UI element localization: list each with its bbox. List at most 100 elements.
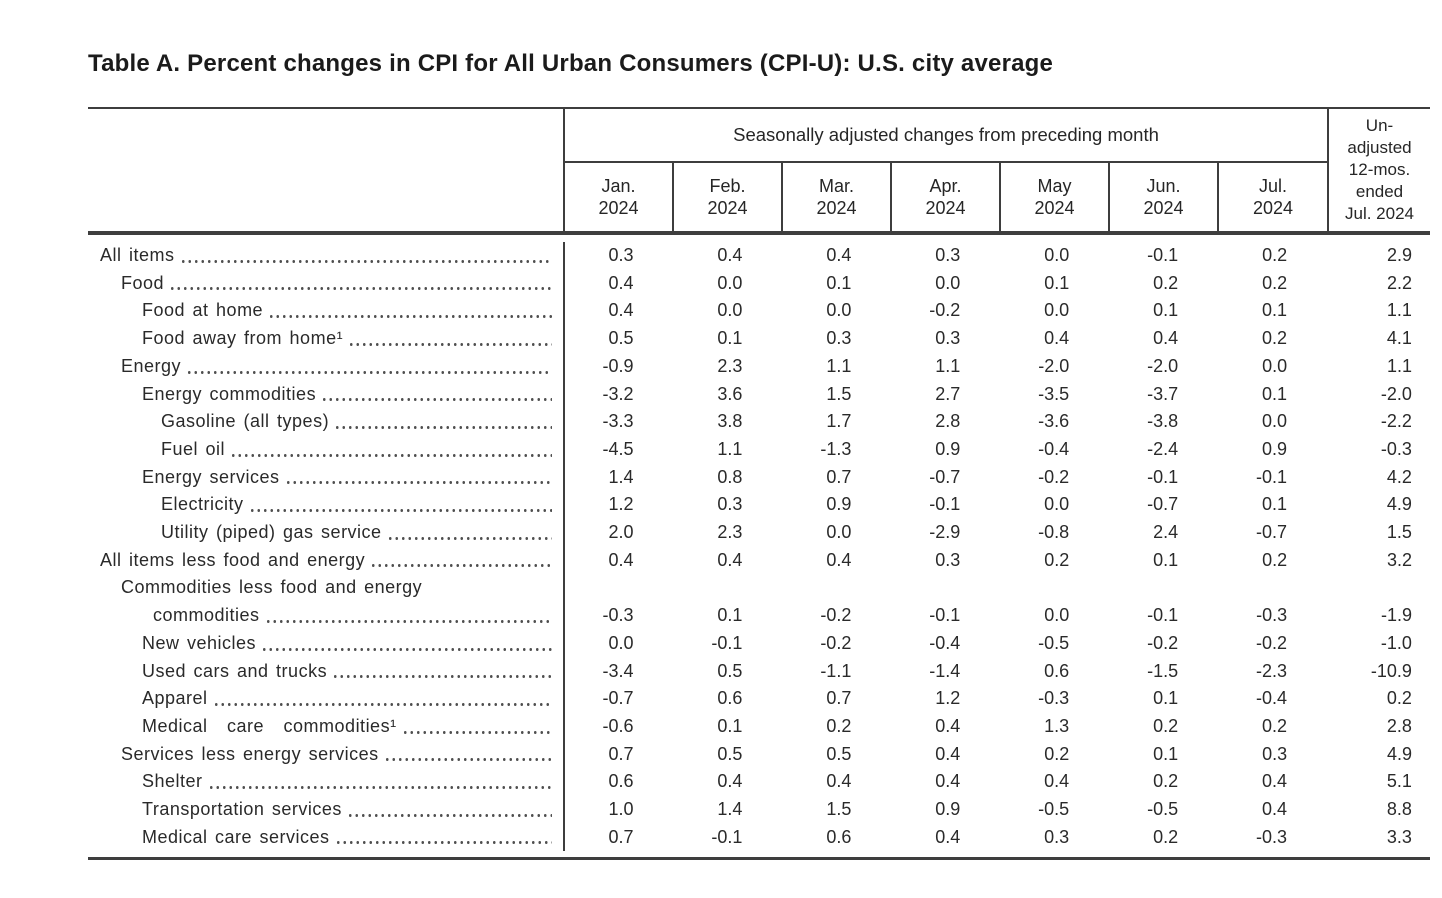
value-cell: 0.4 bbox=[1153, 328, 1179, 349]
seasonally-adjusted-group: Seasonally adjusted changes from precedi… bbox=[565, 109, 1327, 231]
value-cell: 0.2 bbox=[1262, 328, 1288, 349]
value-cell: 0.4 bbox=[1262, 799, 1288, 820]
value-cell: -0.6 bbox=[602, 715, 634, 736]
value-cell: 1.1 bbox=[717, 438, 743, 459]
value-cell: -0.7 bbox=[929, 466, 961, 487]
value-cell: 0.3 bbox=[935, 328, 961, 349]
value-cell: 2.0 bbox=[608, 522, 634, 543]
value-cell: -0.1 bbox=[1256, 466, 1288, 487]
value-cell: -0.5 bbox=[1147, 799, 1179, 820]
row-label: Used cars and trucks bbox=[142, 660, 328, 681]
row-label-cell: All items bbox=[88, 242, 565, 270]
value-cell: 0.5 bbox=[826, 743, 852, 764]
value-cell-12mo: 0.2 bbox=[1386, 688, 1412, 709]
row-label-cell: Electricity bbox=[88, 491, 565, 520]
value-cell: 1.2 bbox=[608, 494, 634, 515]
value-cell: 0.0 bbox=[1262, 355, 1288, 376]
value-cell: 2.3 bbox=[717, 355, 743, 376]
value-cell: -3.2 bbox=[602, 383, 634, 404]
value-cell: -0.2 bbox=[1038, 466, 1070, 487]
value-cell: -0.7 bbox=[602, 688, 634, 709]
dot-leader bbox=[248, 509, 552, 513]
value-cell: -0.2 bbox=[820, 632, 852, 653]
value-cell: -0.3 bbox=[1256, 826, 1288, 847]
value-cell: 0.4 bbox=[826, 771, 852, 792]
value-cell: 1.0 bbox=[608, 799, 634, 820]
value-cell: -0.5 bbox=[1038, 799, 1070, 820]
value-cell: 0.0 bbox=[608, 632, 634, 653]
value-cell-12mo: 4.2 bbox=[1386, 466, 1412, 487]
value-cell-12mo: 2.2 bbox=[1387, 272, 1413, 293]
value-cell: 0.4 bbox=[608, 300, 634, 321]
value-cell: -0.5 bbox=[1038, 632, 1070, 653]
value-cell: 0.7 bbox=[608, 826, 634, 847]
table-row: Energy services 1.4 0.8 0.7 -0.7 -0.2 -0.1 -0.1… bbox=[88, 463, 1430, 492]
dot-leader bbox=[383, 758, 552, 762]
table-row: Used cars and trucks -3.4 0.5 -1.1 -1.4 0.6 -1… bbox=[88, 657, 1430, 686]
value-cell: 0.2 bbox=[1044, 549, 1070, 570]
dot-leader bbox=[268, 315, 552, 319]
value-cell: 0.1 bbox=[1262, 383, 1288, 404]
dot-leader bbox=[169, 287, 552, 291]
value-cell: 1.4 bbox=[717, 799, 743, 820]
value-cell: 0.1 bbox=[717, 328, 743, 349]
row-label: All items less food and energy bbox=[100, 549, 366, 570]
dot-leader bbox=[186, 370, 552, 374]
value-cell: -0.1 bbox=[1147, 605, 1179, 626]
table-row: Fuel oil -4.5 1.1 -1.3 0.9 -0.4 -2.4 0.9 -0.3 bbox=[88, 435, 1430, 464]
value-cell: -2.0 bbox=[1038, 355, 1070, 376]
table-row: Medical care commodities¹ -0.6 0.1 0.2 0.4 1.… bbox=[88, 712, 1430, 741]
stub-header-cell bbox=[88, 109, 565, 231]
value-cell: 0.0 bbox=[1044, 245, 1070, 266]
row-label: Gasoline (all types) bbox=[161, 411, 330, 432]
value-cell: 0.4 bbox=[935, 771, 961, 792]
value-cell: 0.0 bbox=[717, 300, 743, 321]
value-cell: -0.4 bbox=[1038, 438, 1070, 459]
value-cell: 0.2 bbox=[1153, 715, 1179, 736]
row-label: commodities bbox=[153, 605, 260, 626]
value-cell: 2.4 bbox=[1153, 522, 1179, 543]
row-label: Services less energy services bbox=[121, 743, 379, 764]
value-cell: 0.4 bbox=[935, 743, 961, 764]
row-label-cell: Shelter bbox=[88, 768, 565, 797]
dot-leader bbox=[230, 453, 552, 457]
page-title: Table A. Percent changes in CPI for All … bbox=[88, 50, 1054, 77]
value-cell: -0.3 bbox=[1256, 605, 1288, 626]
value-cell: 0.4 bbox=[1262, 771, 1288, 792]
dot-leader bbox=[332, 675, 552, 679]
value-cell: 2.8 bbox=[935, 411, 961, 432]
value-cell: 0.3 bbox=[1262, 743, 1288, 764]
value-cell: 0.3 bbox=[935, 549, 961, 570]
value-cell: 0.2 bbox=[826, 715, 852, 736]
column-header-month: Jul. 2024 bbox=[1252, 176, 1294, 218]
value-cell-12mo: -1.0 bbox=[1380, 632, 1412, 653]
value-cell: -3.4 bbox=[602, 660, 634, 681]
value-cell: 0.3 bbox=[1044, 826, 1070, 847]
dot-leader bbox=[386, 536, 552, 540]
dot-leader bbox=[261, 647, 552, 651]
value-cell: 0.0 bbox=[826, 300, 852, 321]
value-cell: 0.4 bbox=[1044, 328, 1070, 349]
table-row: Energy -0.9 2.3 1.1 1.1 -2.0 -2.0 0.0 1.1 bbox=[88, 352, 1430, 381]
value-cell: 0.5 bbox=[717, 660, 743, 681]
value-cell: 0.1 bbox=[1153, 300, 1179, 321]
value-cell: 0.2 bbox=[1262, 549, 1288, 570]
value-cell: -1.1 bbox=[820, 660, 852, 681]
value-cell: -3.6 bbox=[1038, 411, 1070, 432]
value-cell: 1.5 bbox=[826, 799, 852, 820]
dot-leader bbox=[401, 730, 552, 734]
value-cell: 0.0 bbox=[935, 272, 961, 293]
value-cell: 0.2 bbox=[1262, 272, 1288, 293]
value-cell: 0.5 bbox=[608, 328, 634, 349]
value-cell: 0.4 bbox=[935, 826, 961, 847]
value-cell: -0.4 bbox=[1256, 688, 1288, 709]
row-label-cell: Transportation services bbox=[88, 796, 565, 824]
table-row: Shelter 0.6 0.4 0.4 0.4 0.4 0.2 0.4 5.1 bbox=[88, 768, 1430, 797]
value-cell-12mo: 4.9 bbox=[1386, 494, 1412, 515]
column-header-month: Feb. 2024 bbox=[674, 163, 783, 231]
row-label: Shelter bbox=[142, 771, 203, 792]
row-label: Energy commodities bbox=[142, 383, 317, 404]
value-cell: -3.3 bbox=[602, 411, 634, 432]
value-cell: -2.9 bbox=[929, 522, 961, 543]
value-cell: -0.2 bbox=[820, 605, 852, 626]
